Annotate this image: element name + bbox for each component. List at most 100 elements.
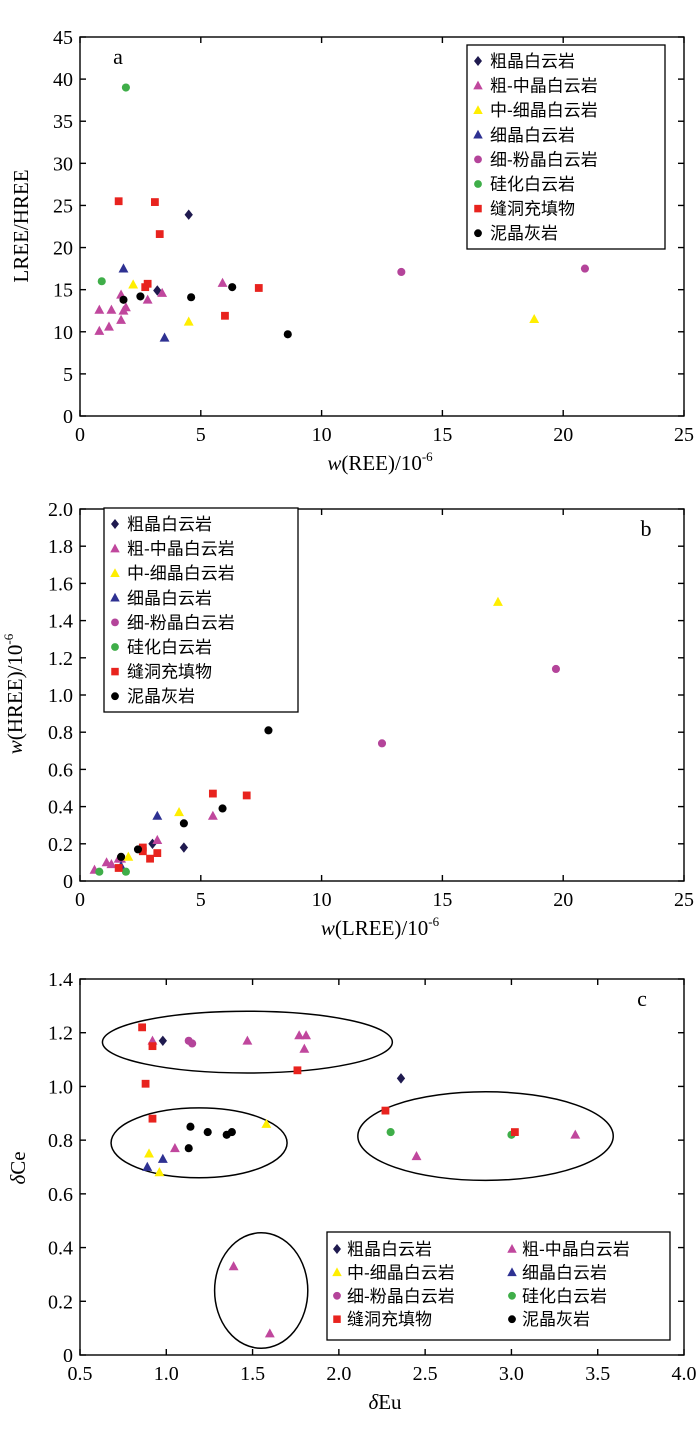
legend-marker — [111, 643, 119, 651]
x-axis-title: w(REE)/10-6 — [327, 449, 433, 475]
x-tick-label: 10 — [312, 889, 332, 911]
y-tick-label: 0 — [63, 406, 73, 428]
y-tick-label: 0 — [63, 1345, 73, 1367]
x-tick-label: 1.5 — [240, 1363, 265, 1385]
legend-marker — [111, 519, 119, 529]
data-point-medium-fine — [144, 1148, 154, 1158]
data-point-coarse — [179, 842, 189, 853]
y-tick-label: 1.2 — [48, 648, 73, 670]
data-point-fracture-fill — [293, 1066, 302, 1075]
data-point-fracture-fill — [148, 1114, 157, 1123]
y-axis-title: LREE/HREE — [9, 169, 33, 282]
data-point-fine — [142, 1161, 153, 1171]
x-axis-title-italic: w — [327, 451, 341, 475]
legend-label: 细-粉晶白云岩 — [127, 613, 235, 633]
legend-marker — [111, 667, 119, 676]
data-point-coarse-medium — [228, 1261, 239, 1271]
y-tick-label: 1.8 — [48, 536, 73, 558]
x-axis-title-main: (LREE)/10 — [335, 916, 428, 940]
data-point-coarse-medium — [106, 304, 117, 314]
legend-marker — [332, 1267, 342, 1277]
y-axis-title-italic: w — [3, 740, 27, 754]
x-tick-label: 4.0 — [672, 1363, 697, 1385]
y-tick-label: 5 — [63, 364, 73, 386]
legend-label: 粗-中晶白云岩 — [127, 540, 235, 560]
legend-marker — [473, 80, 483, 90]
data-point-coarse-medium — [142, 294, 153, 304]
data-point-medium-fine — [128, 279, 139, 289]
y-axis-title: δCe — [6, 1151, 30, 1184]
data-point-coarse — [158, 1035, 167, 1046]
y-tick-label: 0.2 — [48, 834, 73, 856]
data-point-fine — [152, 810, 163, 820]
data-point-fine-powder — [580, 264, 589, 273]
data-point-fracture-fill — [254, 284, 263, 292]
x-tick-label: 25 — [674, 424, 694, 446]
data-point-fracture-fill — [114, 864, 123, 872]
data-point-coarse-medium — [299, 1043, 310, 1053]
panel-letter: c — [637, 986, 647, 1011]
legend-marker — [474, 229, 482, 238]
data-point-coarse-medium — [242, 1035, 253, 1045]
data-point-fine — [157, 1153, 168, 1163]
data-point-fine — [118, 263, 129, 273]
data-point-silicified — [95, 867, 104, 876]
data-point-micrite — [227, 1128, 236, 1137]
legend-marker — [508, 1291, 516, 1300]
legend-label: 硅化白云岩 — [490, 175, 575, 195]
legend-label: 粗-中晶白云岩 — [522, 1240, 630, 1260]
legend-marker — [474, 155, 482, 164]
y-axis-title-main: Ce — [6, 1151, 30, 1174]
legend-marker — [507, 1267, 517, 1277]
legend-label: 缝洞充填物 — [490, 200, 575, 220]
legend-label: 中-细晶白云岩 — [347, 1263, 455, 1283]
data-point-micrite — [133, 845, 143, 854]
data-point-fracture-fill — [146, 854, 154, 863]
data-point-silicified — [121, 83, 130, 92]
legend-marker — [110, 543, 120, 553]
legend-marker — [508, 1315, 516, 1324]
x-tick-label: 15 — [432, 889, 452, 911]
x-tick-label: 3.5 — [585, 1363, 610, 1385]
group-ellipse — [213, 1232, 309, 1350]
legend-box — [326, 1231, 671, 1341]
data-point-fracture-fill — [221, 311, 229, 320]
x-tick-label: 0.5 — [68, 1363, 93, 1385]
x-tick-label: 25 — [674, 889, 694, 911]
data-point-micrite — [186, 1122, 195, 1131]
x-axis-title-italic: δ — [368, 1390, 379, 1414]
legend-label: 泥晶灰岩 — [490, 224, 558, 244]
panel-a: 0 5 10 15 20 25 0 5 10 15 20 25 30 35 40 45 a w(REE)/10-6… — [9, 27, 694, 475]
legend-label: 细晶白云岩 — [127, 589, 212, 609]
x-tick-label: 2.0 — [326, 1363, 351, 1385]
data-point-coarse-medium — [570, 1129, 581, 1139]
data-point-micrite — [283, 330, 292, 339]
y-tick-label: 1.2 — [48, 1023, 73, 1045]
legend-label: 粗晶白云岩 — [127, 515, 212, 535]
data-point-micrite — [119, 295, 128, 304]
data-point-micrite — [187, 293, 196, 302]
data-point-coarse-medium — [94, 304, 105, 314]
data-point-fracture-fill — [138, 1023, 147, 1032]
x-axis-title: δEu — [368, 1390, 402, 1414]
data-point-coarse-medium — [207, 810, 218, 820]
data-point-medium-fine — [529, 313, 540, 324]
x-tick-label: 20 — [553, 889, 573, 911]
data-point-coarse-medium — [157, 287, 168, 297]
legend-label: 中-细晶白云岩 — [127, 564, 235, 584]
legend-marker — [333, 1315, 341, 1323]
data-point-micrite — [228, 283, 237, 292]
legend-marker — [111, 692, 119, 701]
y-tick-label: 0.4 — [48, 797, 73, 819]
data-point-fracture-fill — [153, 849, 162, 857]
legend-label: 缝洞充填物 — [127, 663, 212, 683]
y-tick-label: 1.6 — [48, 573, 73, 595]
panel-letter: b — [641, 516, 652, 541]
legend-label: 泥晶灰岩 — [127, 687, 195, 707]
data-point-coarse-medium — [94, 325, 105, 335]
legend-box — [103, 507, 299, 713]
x-tick-label: 0 — [75, 424, 85, 446]
panel-b: 0 5 10 15 20 25 0 0.2 0.4 0.6 0.8 1.0 1.2 1.4 1.6 1.8 2.… — [1, 499, 694, 940]
y-tick-label: 20 — [53, 238, 73, 260]
data-point-micrite — [136, 292, 145, 301]
